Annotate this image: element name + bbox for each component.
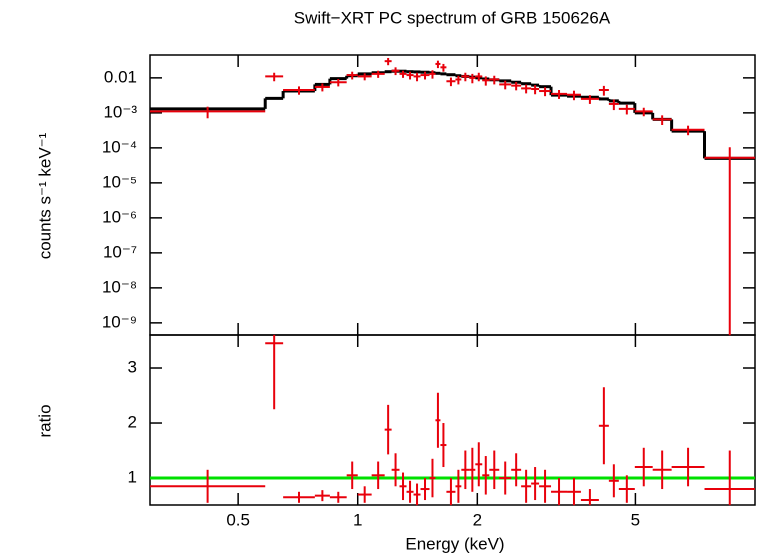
y-tick-label: 10⁻³: [103, 102, 137, 121]
x-tick-label: 0.5: [226, 510, 250, 529]
y-tick-label: 3: [128, 357, 137, 376]
y-tick-label: 10⁻⁴: [102, 137, 137, 156]
y-tick-label: 10⁻⁶: [102, 207, 137, 226]
y-tick-label: 10⁻⁹: [102, 312, 137, 331]
y-tick-label: 10⁻⁵: [102, 172, 137, 191]
y-axis-label: ratio: [35, 404, 54, 437]
y-tick-label: 10⁻⁸: [102, 277, 137, 296]
x-tick-label: 1: [353, 510, 362, 529]
y-tick-label: 1: [128, 468, 137, 487]
y-axis-label: counts s⁻¹ keV⁻¹: [35, 132, 54, 259]
x-tick-label: 2: [473, 510, 482, 529]
plot-frame: [149, 334, 756, 506]
plot-frame: [149, 54, 756, 336]
x-tick-label: 5: [631, 510, 640, 529]
y-tick-label: 10⁻⁷: [103, 242, 137, 261]
y-tick-label: 0.01: [104, 67, 137, 86]
chart-title: Swift−XRT PC spectrum of GRB 150626A: [294, 8, 611, 27]
y-tick-label: 2: [128, 413, 137, 432]
x-axis-label: Energy (keV): [405, 534, 504, 553]
